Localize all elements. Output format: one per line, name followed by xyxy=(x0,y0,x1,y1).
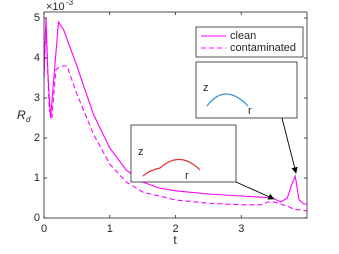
inset-x-label: r xyxy=(248,105,252,117)
y-exponent: ×10 xyxy=(46,1,65,13)
y-tick-label: 1 xyxy=(34,172,40,184)
y-tick-label: 4 xyxy=(34,52,40,64)
y-axis-label-subscript: d xyxy=(26,115,31,124)
inset-box xyxy=(195,61,298,119)
inset-y-label: z xyxy=(203,82,209,94)
legend-label: clean xyxy=(230,30,256,42)
y-tick-label: 3 xyxy=(34,92,40,104)
x-tick-label: 1 xyxy=(107,223,113,235)
inset-y-label: z xyxy=(138,146,144,158)
plot-area xyxy=(43,17,308,212)
y-tick-label: 5 xyxy=(34,12,40,24)
arrow xyxy=(281,117,298,174)
inset-curve xyxy=(142,158,201,177)
legend xyxy=(195,26,304,58)
x-tick-label: 3 xyxy=(238,223,244,235)
y-tick-label: 0 xyxy=(34,212,40,224)
line-series xyxy=(43,17,307,205)
x-tick-label: 2 xyxy=(172,223,178,235)
legend-label: contaminated xyxy=(230,42,296,54)
y-exponent-power: -3 xyxy=(66,0,74,7)
line-series xyxy=(43,25,308,212)
x-tick-label: 0 xyxy=(41,223,47,235)
x-axis-label: t xyxy=(173,233,177,247)
y-tick-label: 2 xyxy=(34,132,40,144)
inset-curve xyxy=(206,93,249,107)
arrow xyxy=(235,181,275,200)
y-axis-label: R xyxy=(17,108,26,122)
inset-x-label: r xyxy=(185,170,189,182)
